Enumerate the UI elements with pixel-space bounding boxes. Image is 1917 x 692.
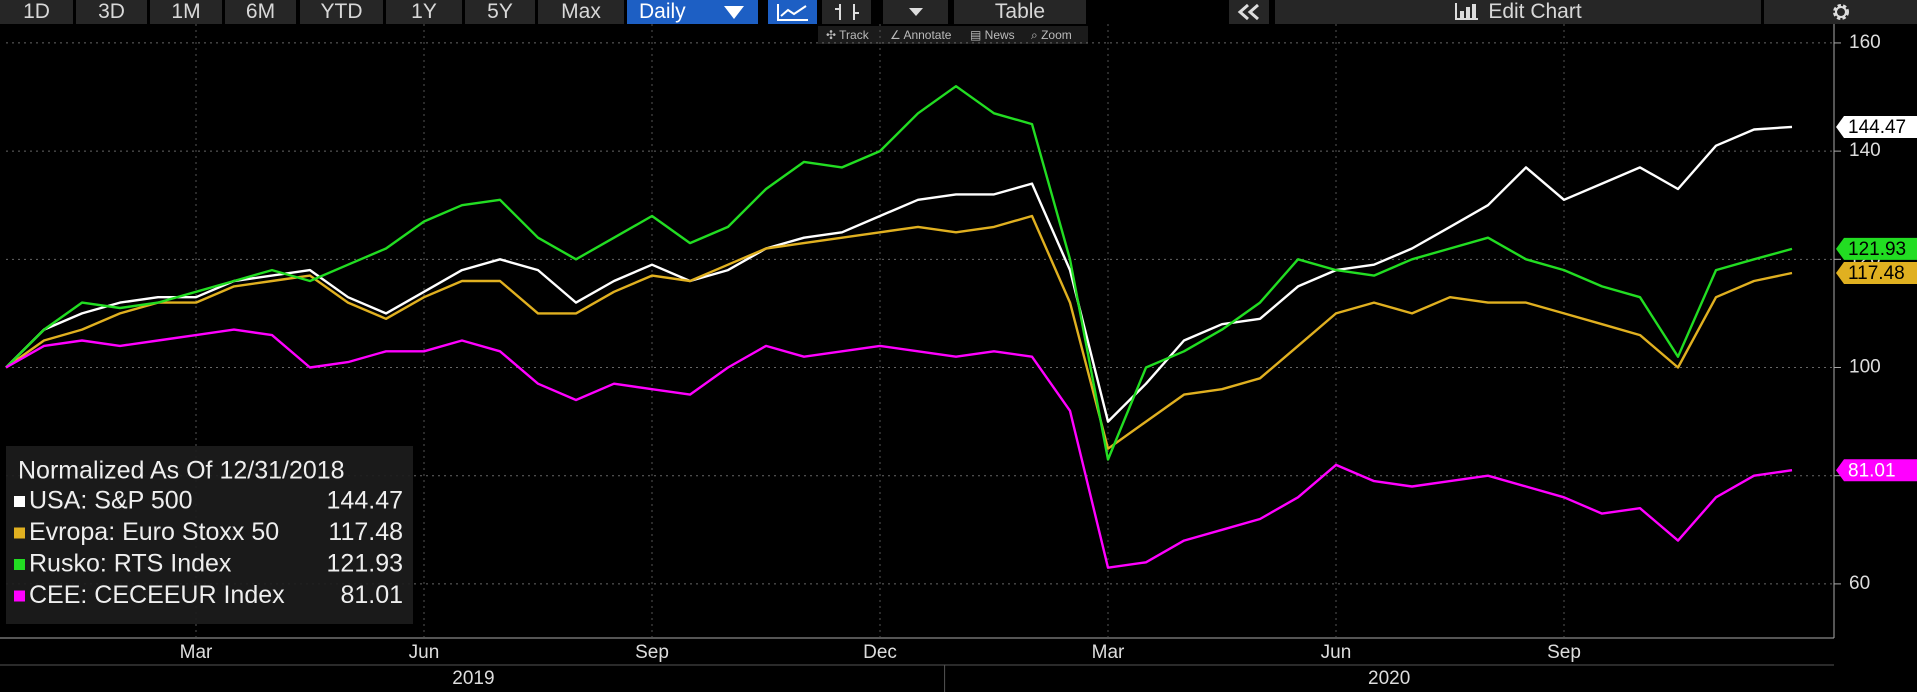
annotate-tool[interactable]: ∠ Annotate (890, 28, 952, 42)
range-button[interactable]: 1Y (386, 0, 462, 24)
x-tick-label: Jun (1321, 642, 1352, 663)
range-button[interactable]: 6M (225, 0, 296, 24)
y-tick-label: 120 (1849, 248, 1881, 269)
value-badge (1836, 261, 1917, 284)
y-tick-label: 160 (1849, 32, 1881, 53)
line-icon (776, 4, 808, 21)
y-tick-label: 80 (1849, 465, 1870, 486)
legend-value: 144.47 (327, 487, 403, 515)
edit-chart-button[interactable]: Edit Chart (1275, 0, 1761, 24)
chevrons (1237, 3, 1259, 21)
range-button[interactable]: 1D (0, 0, 73, 24)
tool-strip (818, 26, 1088, 44)
x-tick-label: Mar (1092, 642, 1125, 663)
series-line (5, 84, 1793, 461)
more-arrow (908, 8, 923, 16)
table-button[interactable]: Table (954, 0, 1086, 24)
legend-swatch (14, 496, 25, 507)
interval-label: Daily (639, 0, 686, 23)
line-chart-button[interactable] (768, 0, 817, 24)
range-button[interactable]: 1M (150, 0, 222, 24)
x-tick-label: Jun (409, 642, 440, 663)
legend-value: 121.93 (327, 550, 403, 578)
track-tool[interactable]: ✣ Track (826, 28, 869, 42)
series-line (5, 214, 1793, 450)
value-badge-label: 144.47 (1848, 117, 1906, 138)
tool-label: News (984, 28, 1015, 42)
legend-label: CEE: CECEEUR Index (29, 581, 285, 609)
year-label: 2020 (1368, 668, 1410, 689)
bar-chart-button[interactable] (822, 0, 871, 24)
value-badge-label: 81.01 (1848, 460, 1896, 481)
range-button[interactable]: 3D (76, 0, 147, 24)
settings-button[interactable] (1764, 0, 1917, 24)
value-badge (1836, 237, 1917, 260)
y-tick-label: 60 (1849, 573, 1870, 594)
legend-label: Evropa: Euro Stoxx 50 (29, 518, 279, 546)
range-button[interactable]: 5Y (465, 0, 535, 24)
value-badge (1836, 459, 1917, 482)
series-line (5, 125, 1793, 423)
edit-chart-label: Edit Chart (1488, 0, 1582, 23)
legend-label: Rusko: RTS Index (29, 550, 232, 578)
zoom-tool[interactable]: ⌕ Zoom (1031, 28, 1072, 42)
legend-title: Normalized As Of 12/31/2018 (18, 457, 345, 485)
news-tool[interactable]: ▤ News (970, 28, 1015, 42)
legend-value: 81.01 (340, 581, 403, 609)
dropdown-arrow (724, 6, 744, 19)
x-tick-label: Dec (863, 642, 897, 663)
legend-swatch (14, 590, 25, 602)
x-tick-label: Mar (180, 642, 213, 663)
range-button[interactable]: YTD (300, 0, 383, 24)
tool-label: Zoom (1041, 28, 1072, 42)
legend-value: 117.48 (328, 518, 403, 546)
interval-button[interactable]: Daily (627, 0, 758, 24)
series-line (5, 328, 1793, 569)
gear-icon (1832, 4, 1849, 20)
y-tick-label: 100 (1849, 357, 1881, 378)
tool-label: Annotate (903, 28, 952, 42)
legend-label: USA: S&P 500 (29, 487, 193, 515)
range-button[interactable]: Max (538, 0, 624, 24)
legend-swatch (14, 527, 25, 539)
year-label: 2019 (452, 668, 494, 689)
ohlc-icon (834, 4, 859, 20)
value-badge-label: 121.93 (1848, 239, 1906, 260)
edit-icon (1455, 3, 1479, 20)
value-badge (1836, 115, 1917, 138)
collapse-button[interactable] (1229, 0, 1269, 24)
more-button[interactable] (883, 0, 948, 24)
value-badge-label: 117.48 (1848, 263, 1905, 284)
legend-swatch (14, 559, 25, 570)
x-tick-label: Sep (1547, 642, 1581, 663)
tool-label: Track (839, 28, 869, 42)
y-tick-label: 140 (1849, 140, 1881, 161)
x-tick-label: Sep (635, 642, 669, 663)
legend-box (6, 446, 413, 624)
